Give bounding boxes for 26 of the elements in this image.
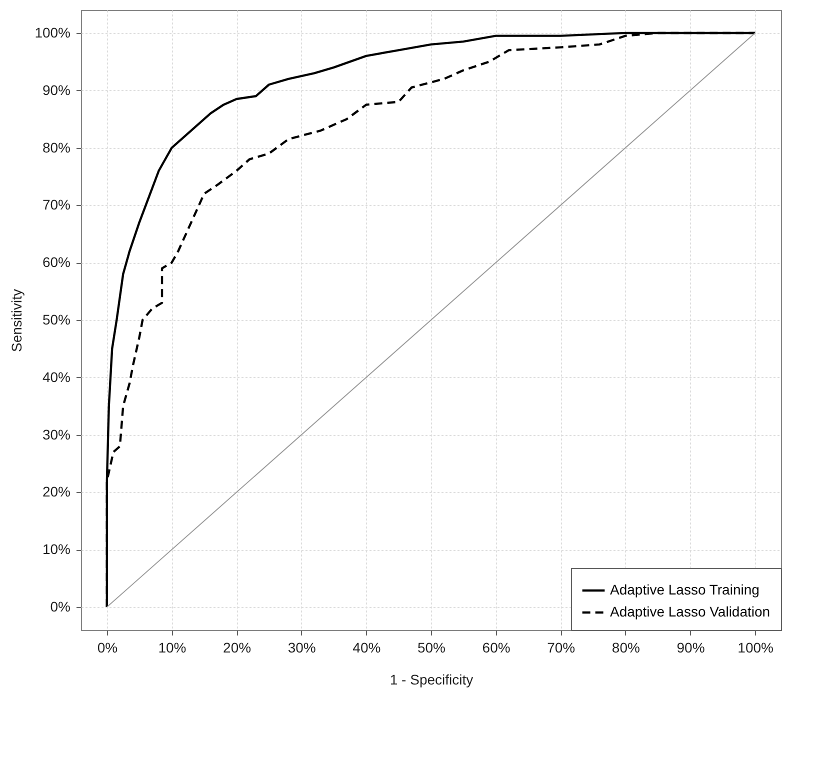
x-tick-label: 10% <box>158 640 186 656</box>
y-axis-title: Sensitivity <box>8 288 25 352</box>
y-tick-label: 30% <box>42 426 70 442</box>
y-tick-label: 0% <box>50 598 70 615</box>
x-tick-label: 30% <box>288 640 316 656</box>
x-tick-label: 40% <box>352 640 381 656</box>
legend-label: Adaptive Lasso Validation <box>610 604 770 620</box>
y-tick-label: 80% <box>42 139 70 156</box>
y-tick-label: 90% <box>42 82 70 98</box>
y-tick-label: 70% <box>42 196 70 213</box>
y-tick-label: 10% <box>42 541 70 558</box>
y-tick-label: 20% <box>42 484 70 500</box>
x-tick-label: 70% <box>547 640 576 656</box>
x-tick-label: 0% <box>97 640 118 656</box>
y-tick-label: 60% <box>42 254 70 270</box>
x-tick-label: 80% <box>612 640 640 656</box>
x-tick-label: 100% <box>738 640 774 656</box>
y-tick-label: 40% <box>42 368 70 385</box>
x-tick-label: 50% <box>417 640 446 656</box>
x-axis-title: 1 - Specificity <box>390 672 474 688</box>
x-tick-label: 90% <box>676 640 705 656</box>
x-tick-label: 20% <box>223 640 252 656</box>
y-tick-label: 50% <box>42 312 70 328</box>
x-tick-label: 60% <box>482 640 510 656</box>
y-tick-label: 100% <box>34 24 70 40</box>
legend-label: Adaptive Lasso Training <box>610 582 760 598</box>
